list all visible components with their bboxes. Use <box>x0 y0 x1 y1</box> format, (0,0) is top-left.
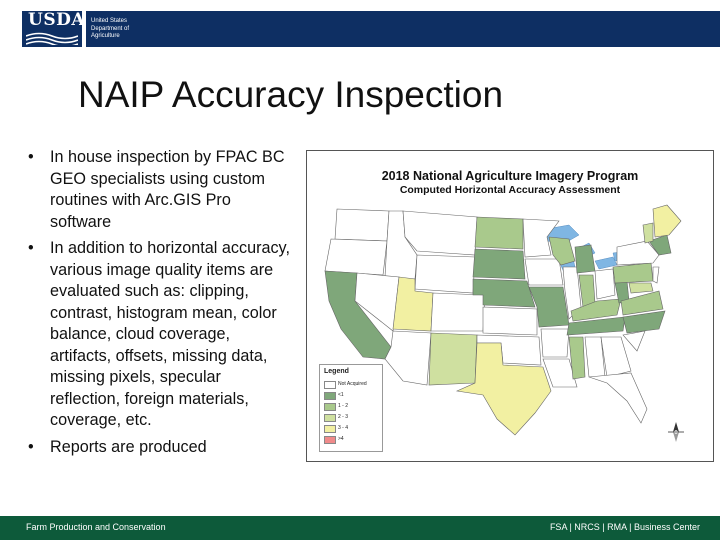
legend-swatch <box>324 436 336 444</box>
state-oh <box>594 268 616 300</box>
bullet-list: • In house inspection by FPAC BC GEO spec… <box>28 147 294 463</box>
header-banner: United States Department of Agriculture <box>86 11 720 47</box>
state-me <box>652 204 682 238</box>
state-ar <box>540 328 570 358</box>
bullet-item: • In addition to horizontal accuracy, var… <box>28 238 294 432</box>
legend-label: 3 - 4 <box>338 425 349 431</box>
state-tn <box>566 316 626 336</box>
us-map <box>324 204 682 436</box>
state-pa <box>612 262 654 284</box>
state-ne <box>472 278 536 308</box>
footer-bar: Farm Production and Conservation FSA | N… <box>0 516 720 540</box>
bullet-text: In addition to horizontal accuracy, vari… <box>50 239 290 429</box>
state-mt <box>402 210 478 256</box>
legend-label: 1 - 2 <box>338 403 349 409</box>
usda-logo-waves <box>26 32 78 45</box>
state-nm <box>428 332 478 386</box>
state-ks <box>482 306 538 336</box>
state-in <box>578 274 596 308</box>
state-va <box>620 290 664 316</box>
state-wi <box>548 236 576 266</box>
bullet-dot: • <box>28 148 34 166</box>
state-ne-states <box>648 234 672 256</box>
footer-right-text: FSA | NRCS | RMA | Business Center <box>549 522 700 532</box>
bullet-text: Reports are produced <box>50 437 207 456</box>
bullet-item: • In house inspection by FPAC BC GEO spec… <box>28 147 294 233</box>
state-ky <box>570 298 622 322</box>
legend-label: >4 <box>338 436 344 442</box>
slide-title: NAIP Accuracy Inspection <box>78 74 504 115</box>
footer-left-text: Farm Production and Conservation <box>26 522 166 532</box>
legend-label: <1 <box>338 392 344 398</box>
state-ny <box>616 240 660 266</box>
bullet-dot: • <box>28 437 34 456</box>
state-sc <box>622 330 646 352</box>
legend-swatch <box>324 414 336 422</box>
north-arrow-icon <box>668 422 684 442</box>
map-subtitle: Computed Horizontal Accuracy Assessment <box>399 184 621 196</box>
bullet-item: • Reports are produced <box>28 437 294 459</box>
state-wa <box>334 208 390 242</box>
legend-label: Not Acquired <box>338 381 367 387</box>
state-la <box>542 358 578 388</box>
map-title: 2018 National Agriculture Imagery Progra… <box>381 169 639 183</box>
legend-swatch <box>324 425 336 433</box>
map-legend: Legend Not Acquired <1 1 - 2 2 - 3 3 - 4… <box>319 364 383 452</box>
header-bar: USDA United States Department of Agricul… <box>0 0 720 48</box>
state-nd <box>474 216 524 250</box>
legend-swatch <box>324 392 336 400</box>
usda-logo-text: USDA <box>28 10 86 30</box>
state-co <box>430 292 486 332</box>
state-sd <box>472 248 526 280</box>
state-nc <box>622 310 666 334</box>
bullet-dot: • <box>28 239 34 257</box>
state-fl <box>588 372 648 424</box>
accuracy-map-figure: 2018 National Agriculture Imagery Progra… <box>306 150 714 462</box>
usda-logo[interactable]: USDA <box>22 10 86 47</box>
legend-title: Legend <box>324 368 349 375</box>
state-vt-nh <box>642 222 654 244</box>
legend-label: 2 - 3 <box>338 414 349 420</box>
state-md <box>628 282 654 294</box>
state-wy <box>414 254 476 294</box>
state-ia <box>524 258 564 286</box>
dept-line: Department of <box>91 25 130 32</box>
department-name: United States Department of Agriculture <box>91 18 129 41</box>
state-tx <box>455 342 552 436</box>
legend-swatch <box>324 403 336 411</box>
state-mo <box>528 286 570 328</box>
legend-swatch <box>324 381 336 389</box>
state-or <box>324 238 388 276</box>
bullet-text: In house inspection by FPAC BC GEO speci… <box>50 148 285 231</box>
state-ga <box>600 336 632 378</box>
state-ms <box>568 336 586 380</box>
dept-line: Agriculture <box>91 33 120 39</box>
state-nj <box>652 266 660 284</box>
state-az <box>384 330 432 386</box>
state-mn <box>522 218 560 258</box>
dept-line: United States <box>91 18 128 24</box>
